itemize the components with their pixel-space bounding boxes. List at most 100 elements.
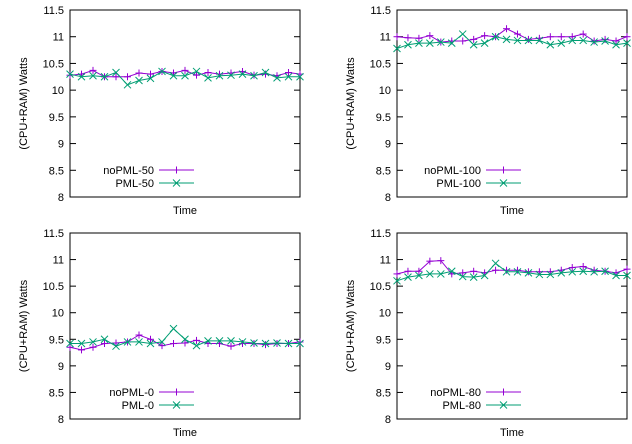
series-line (396, 33, 628, 49)
data-point (601, 35, 609, 43)
data-point (426, 270, 434, 278)
y-tick-label: 9.5 (49, 112, 64, 124)
data-point (78, 346, 85, 354)
data-point (459, 37, 467, 45)
data-point (415, 267, 423, 275)
y-tick-label: 11.5 (43, 228, 64, 240)
data-point (77, 339, 86, 348)
data-point (404, 267, 412, 275)
data-point (250, 339, 258, 347)
y-tick-label: 10 (52, 308, 64, 320)
y-tick-label: 8.5 (49, 165, 64, 177)
data-point (601, 37, 609, 45)
data-point (204, 69, 212, 77)
data-point (123, 80, 132, 89)
y-tick-label: 8 (58, 192, 64, 204)
chart-panel-1: 8 8.5 9 9.5 10 10.5 11 11.5 (CPU+RAM) Watts Time n… (18, 5, 304, 217)
data-point (469, 273, 478, 281)
legend-marker (172, 179, 181, 187)
y-tick-label: 9.5 (49, 334, 64, 346)
data-point (284, 339, 293, 348)
data-point (557, 269, 566, 277)
data-point (204, 337, 212, 345)
data-point (147, 70, 154, 78)
data-point (502, 267, 511, 276)
data-point (169, 71, 178, 80)
data-point (590, 38, 598, 46)
y-tick-label: 11 (53, 255, 64, 267)
y-tick-label: 9.5 (376, 334, 391, 346)
data-point (192, 341, 201, 350)
data-point (393, 33, 401, 41)
x-axis-label: Time (500, 427, 524, 439)
plot-frame (396, 9, 628, 198)
data-point (273, 339, 281, 347)
data-point (535, 270, 544, 279)
series-noPML-0 (66, 331, 304, 354)
data-point (612, 37, 620, 45)
data-point (261, 68, 270, 77)
data-point (296, 72, 304, 81)
data-point (393, 270, 401, 278)
data-point (181, 339, 189, 347)
data-point (481, 32, 489, 40)
data-point (89, 338, 97, 346)
y-tick-label: 10.5 (370, 58, 391, 70)
y-tick-label: 11 (53, 32, 64, 44)
legend-marker (500, 166, 507, 174)
data-point (513, 30, 521, 38)
legend-marker (499, 401, 508, 409)
chart-panel-3: 8 8.5 9 9.5 10 10.5 11 11.5 (CPU+RAM) Watts Time n… (18, 228, 304, 439)
data-point (492, 266, 500, 274)
data-point (66, 70, 74, 78)
data-point (193, 336, 200, 344)
data-point (89, 343, 97, 351)
y-axis-label: (CPU+RAM) Watts (345, 57, 357, 150)
legend-marker (173, 166, 180, 174)
y-tick-label: 9 (58, 361, 64, 373)
y-axis-label: (CPU+RAM) Watts (18, 57, 30, 150)
y-tick-label: 9 (385, 361, 391, 373)
data-point (135, 76, 143, 85)
series-line (396, 262, 627, 282)
y-tick-label: 11.5 (370, 5, 391, 17)
data-point (170, 340, 177, 348)
data-point (112, 68, 120, 77)
y-tick-label: 11.5 (43, 5, 64, 17)
data-point (216, 70, 223, 78)
data-point (238, 70, 247, 78)
data-point (415, 34, 423, 42)
data-point (524, 36, 533, 45)
data-point (513, 36, 522, 45)
data-point (436, 38, 445, 46)
data-point (158, 342, 166, 350)
data-point (524, 269, 533, 277)
data-point (437, 257, 445, 265)
x-axis-label: Time (173, 205, 197, 217)
y-tick-label: 8 (385, 192, 391, 204)
data-point (579, 36, 588, 45)
y-axis-label: (CPU+RAM) Watts (18, 279, 30, 372)
y-tick-label: 9 (385, 139, 391, 151)
legend-label: PML-80 (442, 400, 481, 412)
data-point (215, 71, 224, 80)
data-point (193, 71, 200, 79)
legend-label: noPML-80 (430, 387, 481, 399)
data-point (404, 34, 412, 42)
data-point (239, 340, 246, 348)
data-point (404, 273, 412, 281)
legend-marker (172, 401, 181, 409)
y-tick-label: 9 (58, 139, 64, 151)
data-point (557, 33, 565, 41)
data-point (480, 271, 489, 280)
data-point (135, 69, 143, 77)
data-point (135, 331, 143, 339)
data-point (557, 39, 566, 47)
data-point (436, 270, 445, 278)
data-point (579, 267, 588, 276)
series-line (396, 28, 628, 43)
data-point (112, 342, 120, 351)
data-point (524, 35, 532, 43)
data-point (285, 69, 292, 77)
